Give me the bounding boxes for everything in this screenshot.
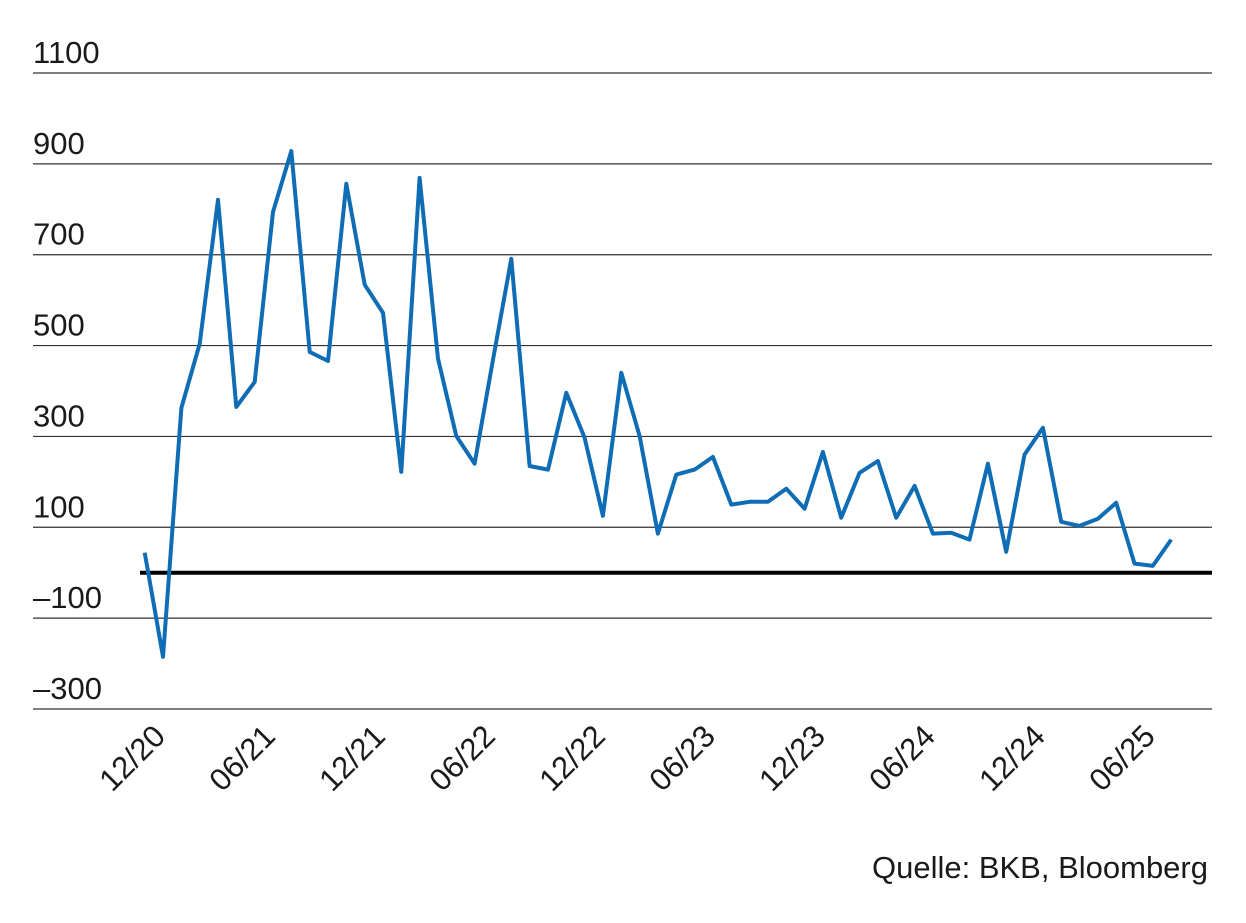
- x-tick-label: 12/22: [532, 718, 612, 798]
- x-tick-label: 06/24: [862, 718, 942, 798]
- y-tick-label: 500: [33, 308, 85, 343]
- x-tick-label: 06/21: [202, 718, 282, 798]
- x-tick-label: 12/21: [312, 718, 392, 798]
- source-note: Quelle: BKB, Bloomberg: [872, 850, 1208, 885]
- x-tick-label: 06/22: [422, 718, 502, 798]
- y-tick-label: –300: [33, 671, 102, 706]
- data-line: [142, 149, 1173, 659]
- y-tick-label: 900: [33, 126, 85, 161]
- y-tick-label: 1100: [33, 35, 100, 70]
- y-tick-label: 700: [33, 217, 85, 252]
- y-tick-label: –100: [33, 580, 102, 615]
- y-tick-label: 300: [33, 398, 85, 433]
- x-tick-label: 12/23: [752, 718, 832, 798]
- y-tick-label: 100: [33, 489, 85, 524]
- x-tick-label: 12/24: [972, 718, 1052, 798]
- x-tick-label: 06/23: [642, 718, 722, 798]
- x-tick-label: 12/20: [92, 718, 172, 798]
- x-tick-label: 06/25: [1082, 718, 1162, 798]
